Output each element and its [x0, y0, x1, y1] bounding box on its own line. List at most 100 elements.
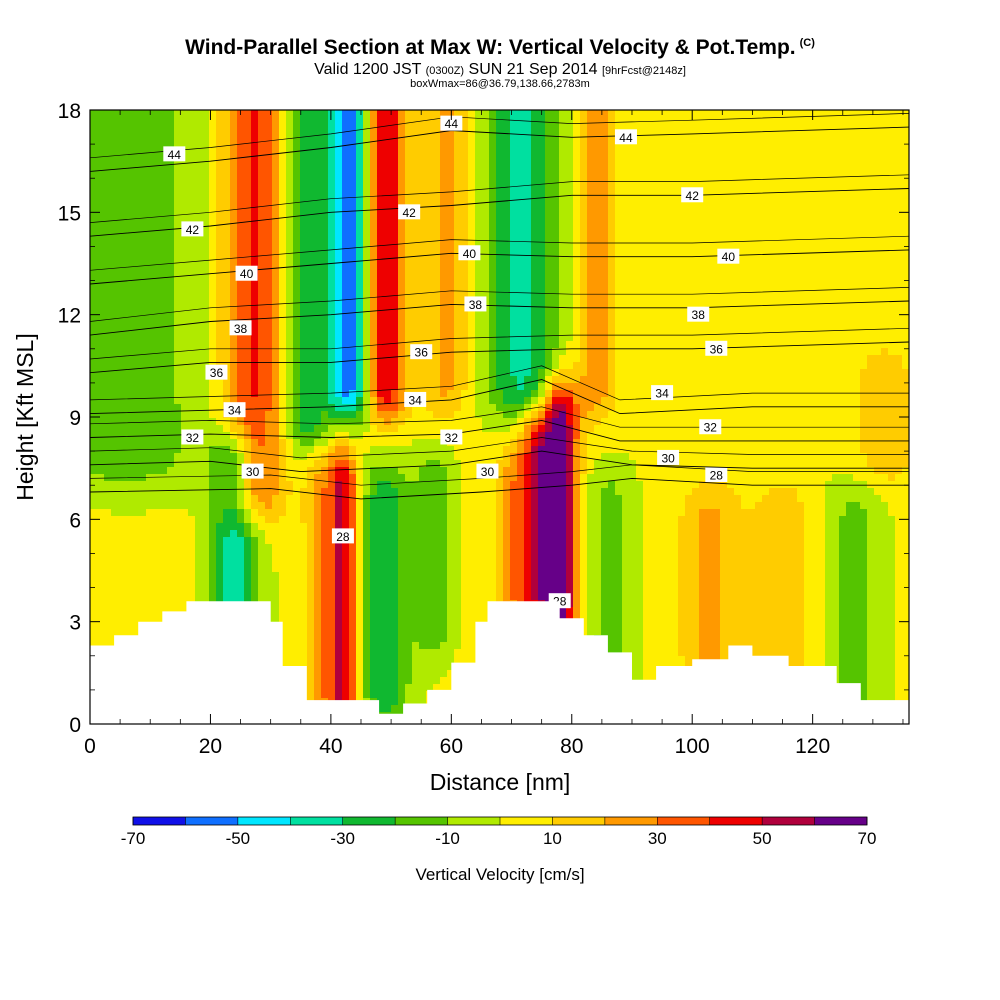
velocity-cell: [433, 131, 441, 139]
velocity-cell: [433, 138, 441, 146]
velocity-cell: [293, 145, 301, 153]
velocity-cell: [300, 124, 308, 132]
velocity-cell: [363, 180, 371, 188]
velocity-cell: [132, 173, 140, 181]
velocity-cell: [174, 285, 182, 293]
velocity-cell: [461, 327, 469, 335]
velocity-cell: [762, 299, 770, 307]
velocity-cell: [559, 152, 567, 160]
velocity-cell: [531, 313, 539, 321]
velocity-cell: [104, 236, 112, 244]
velocity-cell: [377, 264, 385, 272]
velocity-cell: [811, 159, 819, 167]
velocity-cell: [727, 145, 735, 153]
velocity-cell: [111, 313, 119, 321]
velocity-cell: [482, 201, 490, 209]
velocity-cell: [195, 173, 203, 181]
velocity-cell: [468, 117, 476, 125]
velocity-cell: [384, 124, 392, 132]
velocity-cell: [601, 369, 609, 377]
velocity-cell: [678, 138, 686, 146]
velocity-cell: [853, 355, 861, 363]
velocity-cell: [664, 152, 672, 160]
velocity-cell: [328, 166, 336, 174]
velocity-cell: [391, 173, 399, 181]
velocity-cell: [489, 124, 497, 132]
velocity-cell: [90, 327, 98, 335]
velocity-cell: [748, 376, 756, 384]
velocity-cell: [482, 313, 490, 321]
velocity-cell: [573, 334, 581, 342]
velocity-cell: [272, 362, 280, 370]
velocity-cell: [412, 110, 420, 118]
velocity-cell: [734, 180, 742, 188]
velocity-cell: [300, 257, 308, 265]
velocity-cell: [104, 243, 112, 251]
velocity-cell: [720, 292, 728, 300]
velocity-cell: [888, 145, 896, 153]
velocity-cell: [300, 166, 308, 174]
velocity-cell: [223, 124, 231, 132]
velocity-cell: [748, 320, 756, 328]
velocity-cell: [279, 313, 287, 321]
velocity-cell: [832, 117, 840, 125]
velocity-cell: [468, 376, 476, 384]
velocity-cell: [433, 145, 441, 153]
velocity-cell: [139, 292, 147, 300]
velocity-cell: [608, 152, 616, 160]
velocity-cell: [342, 397, 350, 405]
velocity-cell: [531, 271, 539, 279]
velocity-cell: [146, 124, 154, 132]
velocity-cell: [839, 341, 847, 349]
velocity-cell: [461, 124, 469, 132]
velocity-cell: [615, 369, 623, 377]
velocity-cell: [125, 110, 133, 118]
velocity-cell: [510, 180, 518, 188]
velocity-cell: [748, 369, 756, 377]
velocity-cell: [776, 131, 784, 139]
velocity-cell: [720, 173, 728, 181]
velocity-cell: [720, 362, 728, 370]
velocity-cell: [517, 257, 525, 265]
velocity-cell: [832, 299, 840, 307]
velocity-cell: [846, 348, 854, 356]
velocity-cell: [216, 131, 224, 139]
velocity-cell: [132, 397, 140, 405]
velocity-cell: [426, 369, 434, 377]
velocity-cell: [461, 257, 469, 265]
velocity-cell: [888, 131, 896, 139]
velocity-cell: [776, 299, 784, 307]
velocity-cell: [608, 243, 616, 251]
velocity-cell: [160, 131, 168, 139]
velocity-cell: [209, 194, 217, 202]
velocity-cell: [293, 222, 301, 230]
velocity-cell: [804, 236, 812, 244]
velocity-cell: [902, 376, 909, 384]
velocity-cell: [657, 264, 665, 272]
velocity-cell: [853, 250, 861, 258]
velocity-cell: [167, 194, 175, 202]
velocity-cell: [489, 306, 497, 314]
velocity-cell: [293, 110, 301, 118]
velocity-cell: [734, 397, 742, 405]
velocity-cell: [307, 131, 315, 139]
velocity-cell: [195, 166, 203, 174]
velocity-cell: [727, 397, 735, 405]
velocity-cell: [559, 341, 567, 349]
velocity-cell: [531, 292, 539, 300]
velocity-cell: [461, 180, 469, 188]
velocity-cell: [510, 334, 518, 342]
velocity-cell: [237, 362, 245, 370]
velocity-cell: [356, 194, 364, 202]
velocity-cell: [762, 292, 770, 300]
velocity-cell: [230, 383, 238, 391]
velocity-cell: [321, 145, 329, 153]
velocity-cell: [237, 215, 245, 223]
velocity-cell: [559, 229, 567, 237]
velocity-cell: [671, 173, 679, 181]
velocity-cell: [524, 159, 532, 167]
velocity-cell: [867, 222, 875, 230]
velocity-cell: [594, 124, 602, 132]
velocity-cell: [265, 152, 273, 160]
velocity-cell: [825, 208, 833, 216]
